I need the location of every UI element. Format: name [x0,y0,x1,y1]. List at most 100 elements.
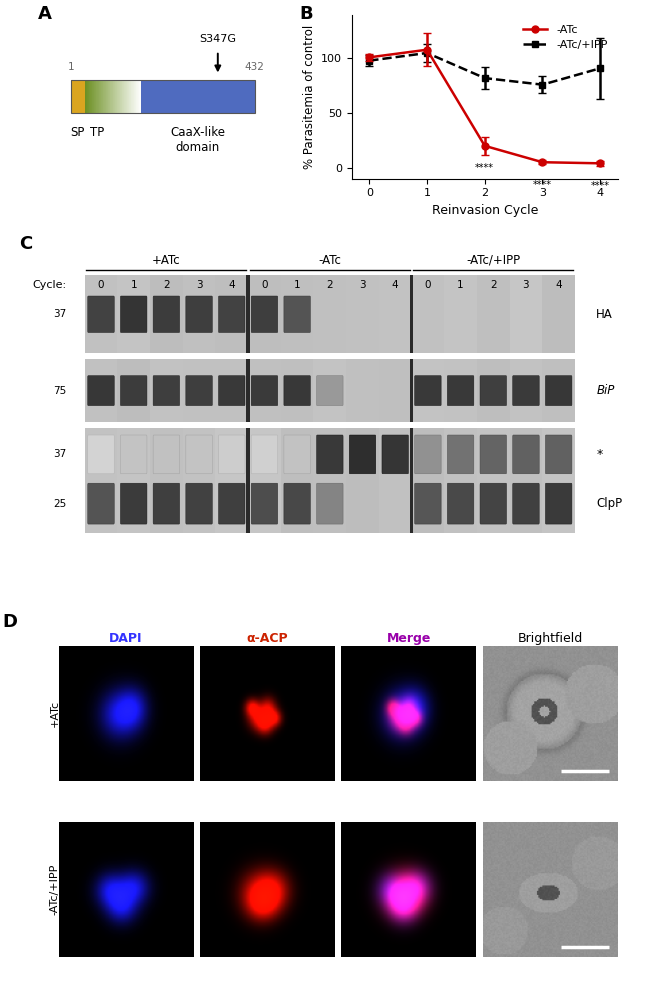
Text: 4: 4 [555,280,562,290]
Bar [126,81,127,113]
Bar [129,81,130,113]
Bar [89,81,90,113]
Bar [313,429,346,533]
Bar [86,81,88,113]
Bar [107,81,108,113]
FancyBboxPatch shape [513,435,540,474]
Bar [99,81,100,113]
Bar [125,81,126,113]
Bar [88,81,89,113]
Bar [97,81,98,113]
Bar [444,359,477,423]
FancyBboxPatch shape [317,484,343,524]
Bar [124,81,125,113]
Bar [132,81,133,113]
Bar [379,275,411,353]
Bar [150,429,183,533]
Text: -ATc: -ATc [318,254,341,266]
Bar [114,81,116,113]
Bar [542,429,575,533]
FancyBboxPatch shape [218,296,245,332]
FancyBboxPatch shape [480,484,506,524]
FancyBboxPatch shape [545,435,572,474]
Bar [93,81,94,113]
Bar [112,81,113,113]
Bar [477,359,510,423]
Bar [116,81,117,113]
Bar [84,359,118,423]
Text: C: C [20,235,32,253]
Bar [281,359,313,423]
Bar [96,81,97,113]
Bar [138,81,139,113]
Bar [542,359,575,423]
Bar [411,275,444,353]
Y-axis label: -ATc/+IPP: -ATc/+IPP [49,864,59,915]
Text: 4: 4 [228,280,235,290]
FancyBboxPatch shape [251,484,278,524]
FancyBboxPatch shape [513,484,540,524]
Bar [379,359,411,423]
Bar [215,359,248,423]
Bar [118,81,119,113]
Bar [84,81,85,113]
Title: Brightfield: Brightfield [517,632,583,645]
Text: 3: 3 [523,280,529,290]
Bar [103,81,105,113]
Bar [313,275,346,353]
Bar [510,359,542,423]
Bar [139,81,140,113]
FancyBboxPatch shape [186,296,213,332]
FancyBboxPatch shape [447,484,474,524]
Bar [246,275,250,353]
FancyBboxPatch shape [218,435,245,474]
Bar [122,81,124,113]
Text: 37: 37 [53,449,67,459]
Bar [105,81,107,113]
FancyBboxPatch shape [251,435,278,474]
Bar [410,275,413,353]
FancyBboxPatch shape [153,376,179,406]
Bar [84,275,118,353]
Text: -ATc/+IPP: -ATc/+IPP [466,254,521,266]
Bar [281,429,313,533]
Text: TP: TP [90,126,104,140]
Bar [128,81,129,113]
Bar [118,359,150,423]
FancyBboxPatch shape [415,484,441,524]
Text: CaaX-like
domain: CaaX-like domain [170,126,225,154]
FancyBboxPatch shape [480,435,506,474]
FancyBboxPatch shape [284,484,311,524]
Bar [86,81,87,113]
Text: 2: 2 [163,280,170,290]
Bar [215,275,248,353]
Bar [131,81,132,113]
Bar [246,359,250,423]
Bar [100,81,101,113]
Title: α-ACP: α-ACP [246,632,288,645]
FancyBboxPatch shape [284,296,311,332]
Text: 0: 0 [98,280,104,290]
FancyBboxPatch shape [447,435,474,474]
Bar [281,275,313,353]
Text: 1: 1 [294,280,300,290]
FancyBboxPatch shape [120,296,147,332]
Bar [346,429,379,533]
Bar [140,81,255,113]
FancyBboxPatch shape [218,376,245,406]
FancyBboxPatch shape [284,435,311,474]
Bar [313,359,346,423]
Text: 2: 2 [490,280,497,290]
FancyBboxPatch shape [186,484,213,524]
Bar [104,81,105,113]
Title: DAPI: DAPI [109,632,142,645]
Bar [121,81,122,113]
Bar [105,81,106,113]
Bar [134,81,135,113]
FancyBboxPatch shape [349,435,376,474]
Bar [135,81,136,113]
FancyBboxPatch shape [480,376,506,406]
Bar [137,81,138,113]
Text: 0: 0 [424,280,431,290]
Bar [114,81,115,113]
